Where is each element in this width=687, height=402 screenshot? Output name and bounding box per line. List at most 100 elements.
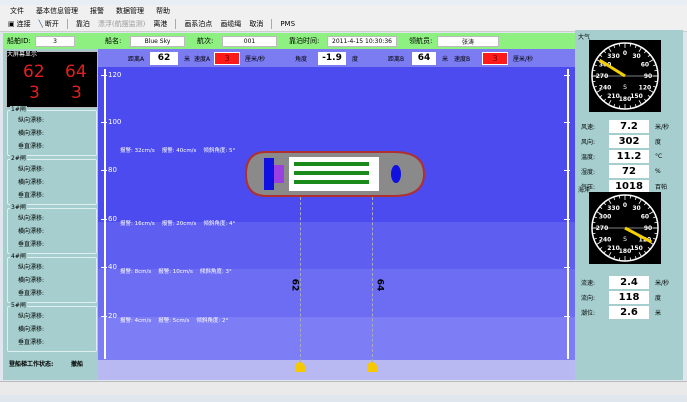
gangway-status-label: 登船梯工作状态: xyxy=(9,361,54,368)
atmos-reading-row: 气压: 1018 百帕 xyxy=(581,179,681,193)
dial-label: 330 xyxy=(607,53,620,60)
menu-data[interactable]: 数据管理 xyxy=(116,7,144,15)
cable-a-label: 62 xyxy=(289,278,300,292)
drift-label: 纵向漂移: xyxy=(18,215,45,222)
gate-group: 2#闸 纵向漂移: 横向漂移: 垂直漂移: xyxy=(7,155,97,205)
display-b-speed: 3 xyxy=(71,83,82,103)
reading-unit: 米 xyxy=(655,309,662,317)
zone-band xyxy=(98,67,575,222)
drift-label: 垂直漂移: xyxy=(18,290,45,297)
left-ruler[interactable] xyxy=(104,69,106,359)
menu-basic-info[interactable]: 基本信息管理 xyxy=(36,7,78,15)
ruler-tick-label: 60 xyxy=(108,215,117,223)
drift-label: 横向漂移: xyxy=(18,130,45,137)
connect-button[interactable]: ▣ 连接 xyxy=(8,19,31,29)
drift-label: 纵向漂移: xyxy=(18,117,45,124)
gate-group: 3#闸 纵向漂移: 横向漂移: 垂直漂移: xyxy=(7,204,97,254)
right-ruler[interactable] xyxy=(567,69,569,359)
connect-label: 连接 xyxy=(16,20,31,28)
ruler-tick xyxy=(101,75,107,76)
status-bar xyxy=(0,381,687,395)
speed-a-label: 速度A xyxy=(194,55,211,63)
quay-strip xyxy=(98,360,575,380)
reading-unit: 度 xyxy=(655,294,662,302)
reading-unit: °C xyxy=(655,152,663,160)
draw-cable-button[interactable]: 画缆绳 xyxy=(220,20,242,28)
display-b-dist: 64 xyxy=(65,62,87,82)
ruler-tick xyxy=(564,316,570,317)
cancel-button[interactable]: 取消 xyxy=(249,20,264,28)
drift-label: 纵向漂移: xyxy=(18,166,45,173)
drift-button[interactable]: 漂浮(航摆监测) xyxy=(97,20,146,28)
ruler-tick xyxy=(564,75,570,76)
gangway-status-value: 撤船 xyxy=(71,361,84,368)
drift-label: 垂直漂移: xyxy=(18,241,45,248)
menu-alarm[interactable]: 报警 xyxy=(90,7,104,15)
gate-group: 1#闸 纵向漂移: 横向漂移: 垂直漂移: xyxy=(7,106,97,156)
ship-id-field[interactable]: 3 xyxy=(35,35,75,47)
disconnect-button[interactable]: ╲ 断开 xyxy=(39,19,59,29)
angle-label: 角度 xyxy=(295,55,308,63)
reading-value: 11.2 xyxy=(609,149,649,163)
berth-time-field[interactable]: 2011-4-15 10:30:36 xyxy=(327,35,397,47)
dial-label: 0 xyxy=(623,50,627,57)
atmos-reading-row: 风速: 7.2 米/秒 xyxy=(581,119,681,133)
dial-label: 180 xyxy=(619,248,632,255)
gate-title: 1#闸 xyxy=(10,106,27,113)
current-direction-gauge: 0306090120150180210240270300330S xyxy=(589,192,661,264)
gate-group: 4#闸 纵向漂移: 横向漂移: 垂直漂移: xyxy=(7,253,97,303)
dial-label: 150 xyxy=(630,93,643,100)
reading-label: 流速: xyxy=(581,279,596,287)
ruler-tick-label: 100 xyxy=(108,118,122,126)
pilot-field[interactable]: 张涛 xyxy=(437,35,499,47)
drift-label: 横向漂移: xyxy=(18,228,45,235)
voyage-field[interactable]: 001 xyxy=(222,35,277,47)
ruler-tick-label: 40 xyxy=(108,263,117,271)
dial-label: 270 xyxy=(596,225,609,232)
reading-unit: 度 xyxy=(655,138,662,146)
reading-label: 湿度: xyxy=(581,168,596,176)
dist-a-value: 62 xyxy=(150,51,178,65)
dial-label: 270 xyxy=(596,73,609,80)
info-bar: 船舶ID: 3 船名: Blue Sky 航次: 001 靠泊时间: 2011-… xyxy=(3,33,575,49)
menu-file[interactable]: 文件 xyxy=(10,7,24,15)
ruler-tick xyxy=(564,267,570,268)
ship-id-label: 船舶ID: xyxy=(7,37,31,45)
reading-value: 1018 xyxy=(609,179,649,193)
speed-b-unit: 厘米/秒 xyxy=(513,55,534,63)
dist-a-unit: 米 xyxy=(184,55,191,63)
dist-b-unit: 米 xyxy=(442,55,449,63)
dial-label: 240 xyxy=(599,237,612,244)
reading-label: 潮位: xyxy=(581,309,596,317)
zone-band xyxy=(98,269,575,317)
ship[interactable] xyxy=(244,150,426,198)
atmos-reading-row: 湿度: 72% xyxy=(581,164,681,178)
reading-unit: 百帕 xyxy=(655,183,668,191)
dial-label: 180 xyxy=(619,96,632,103)
ruler-tick xyxy=(564,170,570,171)
ship-bridge xyxy=(264,158,274,190)
menu-help[interactable]: 帮助 xyxy=(156,7,170,15)
dial-label: 90 xyxy=(644,225,652,232)
menu-bar: 文件 基本信息管理 报警 数据管理 帮助 xyxy=(0,5,687,17)
pms-button[interactable]: PMS xyxy=(280,20,296,28)
berth-button[interactable]: 靠泊 xyxy=(75,20,90,28)
reading-unit: 米/秒 xyxy=(655,123,670,131)
reading-value: 2.4 xyxy=(609,275,649,289)
atmos-reading-row: 风向: 302 度 xyxy=(581,134,681,148)
display-a-speed: 3 xyxy=(29,83,40,103)
ruler-tick-label: 120 xyxy=(108,71,122,79)
bollard-a-marker[interactable] xyxy=(295,362,305,372)
draw-points-button[interactable]: 画系泊点 xyxy=(184,20,213,28)
dist-a-label: 距离A xyxy=(128,55,145,63)
dial-label: 90 xyxy=(644,73,652,80)
ship-name-field[interactable]: Blue Sky xyxy=(130,35,185,47)
wind-direction-gauge: 0306090120150180210240270300330S xyxy=(589,40,661,112)
bollard-b-marker[interactable] xyxy=(367,362,377,372)
dist-b-label: 距离B xyxy=(388,55,405,63)
depart-button[interactable]: 离港 xyxy=(153,20,168,28)
gate-title: 4#闸 xyxy=(10,253,27,260)
alarm-threshold-text: 报警: 32cm/s 报警: 40cm/s 倾斜角度: 5° xyxy=(120,148,236,154)
ocean-reading-row: 流向: 118 度 xyxy=(581,290,681,304)
ship-name-label: 船名: xyxy=(105,37,122,45)
